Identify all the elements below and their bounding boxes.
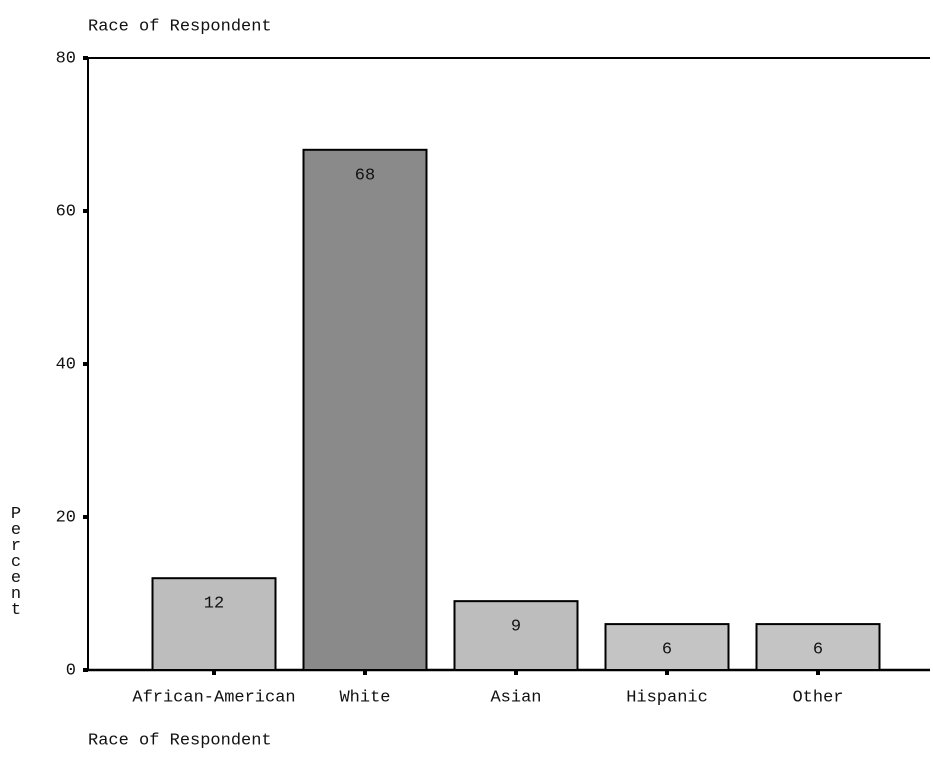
x-tick-label: Asian <box>490 688 541 707</box>
y-tick <box>83 668 88 672</box>
x-tick <box>816 670 820 675</box>
y-axis-label: Percent <box>7 505 26 617</box>
bar <box>453 600 579 672</box>
x-tick-label: Other <box>792 688 843 707</box>
x-tick <box>212 670 216 675</box>
x-tick-label: Hispanic <box>626 688 708 707</box>
x-axis-label: Race of Respondent <box>88 731 272 750</box>
x-tick-label: White <box>339 688 390 707</box>
y-tick-label: 80 <box>56 49 76 68</box>
x-tick <box>514 670 518 675</box>
bar <box>604 623 730 671</box>
data-label: 68 <box>355 166 375 185</box>
y-tick-label: 40 <box>56 355 76 374</box>
y-tick-label: 60 <box>56 202 76 221</box>
y-tick <box>83 362 88 366</box>
data-label: 6 <box>662 641 672 660</box>
chart-title: Race of Respondent <box>88 17 272 36</box>
y-tick-label: 20 <box>56 508 76 527</box>
data-label: 6 <box>813 641 823 660</box>
bar <box>151 577 277 672</box>
y-tick <box>83 209 88 213</box>
x-tick <box>665 670 669 675</box>
bar <box>302 148 428 672</box>
x-tick <box>363 670 367 675</box>
data-label: 12 <box>204 595 224 614</box>
bar <box>755 623 881 671</box>
y-tick <box>83 515 88 519</box>
y-tick-label: 0 <box>66 661 76 680</box>
y-tick <box>83 56 88 60</box>
x-tick-label: African-American <box>132 688 295 707</box>
data-label: 9 <box>511 618 521 637</box>
